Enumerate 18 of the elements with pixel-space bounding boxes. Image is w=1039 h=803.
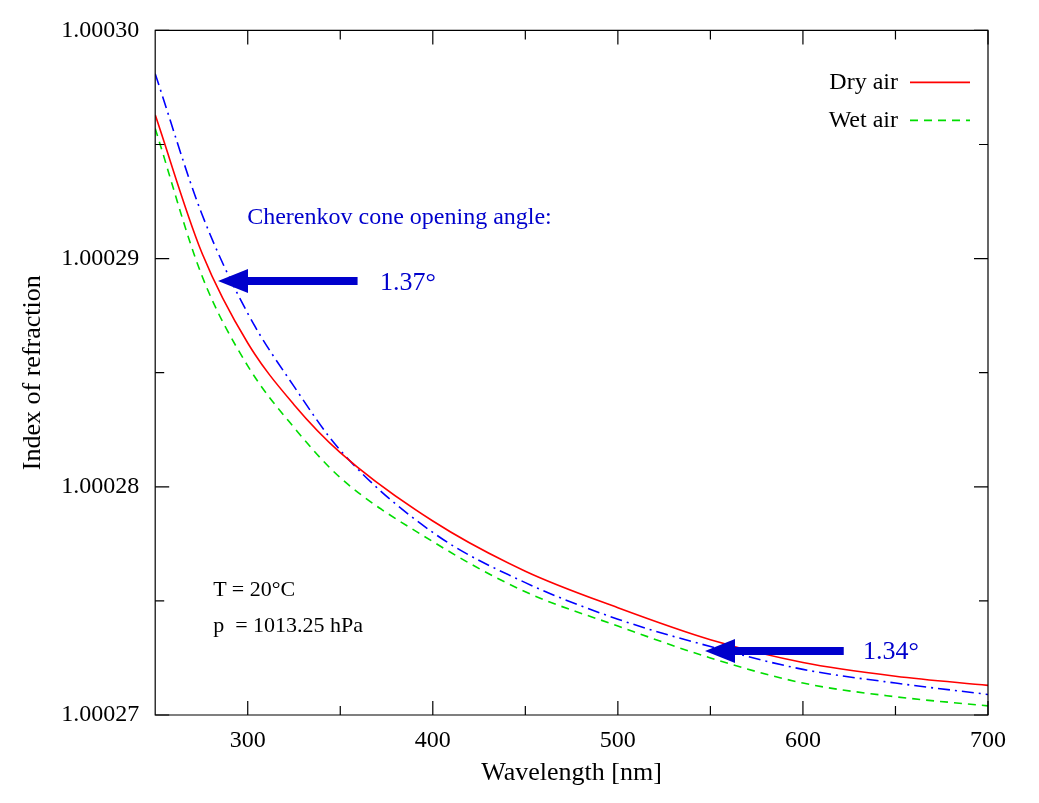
y-tick-label: 1.00027 bbox=[61, 700, 140, 727]
x-tick-label: 500 bbox=[599, 725, 636, 752]
legend-label: Wet air bbox=[828, 105, 898, 132]
x-axis-title: Wavelength [nm] bbox=[481, 757, 662, 787]
x-tick-label: 600 bbox=[784, 725, 821, 752]
legend-label: Dry air bbox=[829, 67, 898, 94]
annotation: 1.37° bbox=[380, 266, 436, 296]
annotation: T = 20°C bbox=[213, 575, 296, 601]
x-tick-label: 700 bbox=[970, 725, 1006, 752]
y-tick-label: 1.00028 bbox=[61, 472, 140, 499]
y-tick-label: 1.00029 bbox=[61, 243, 140, 270]
y-axis-title: Index of refraction bbox=[17, 275, 47, 471]
annotation: 1.34° bbox=[863, 636, 919, 666]
annotation: p = 1013.25 hPa bbox=[213, 611, 364, 637]
x-tick-label: 300 bbox=[229, 725, 266, 752]
x-tick-label: 400 bbox=[414, 725, 451, 752]
y-tick-label: 1.00030 bbox=[61, 15, 140, 42]
annotation: Cherenkov cone opening angle: bbox=[247, 202, 552, 229]
